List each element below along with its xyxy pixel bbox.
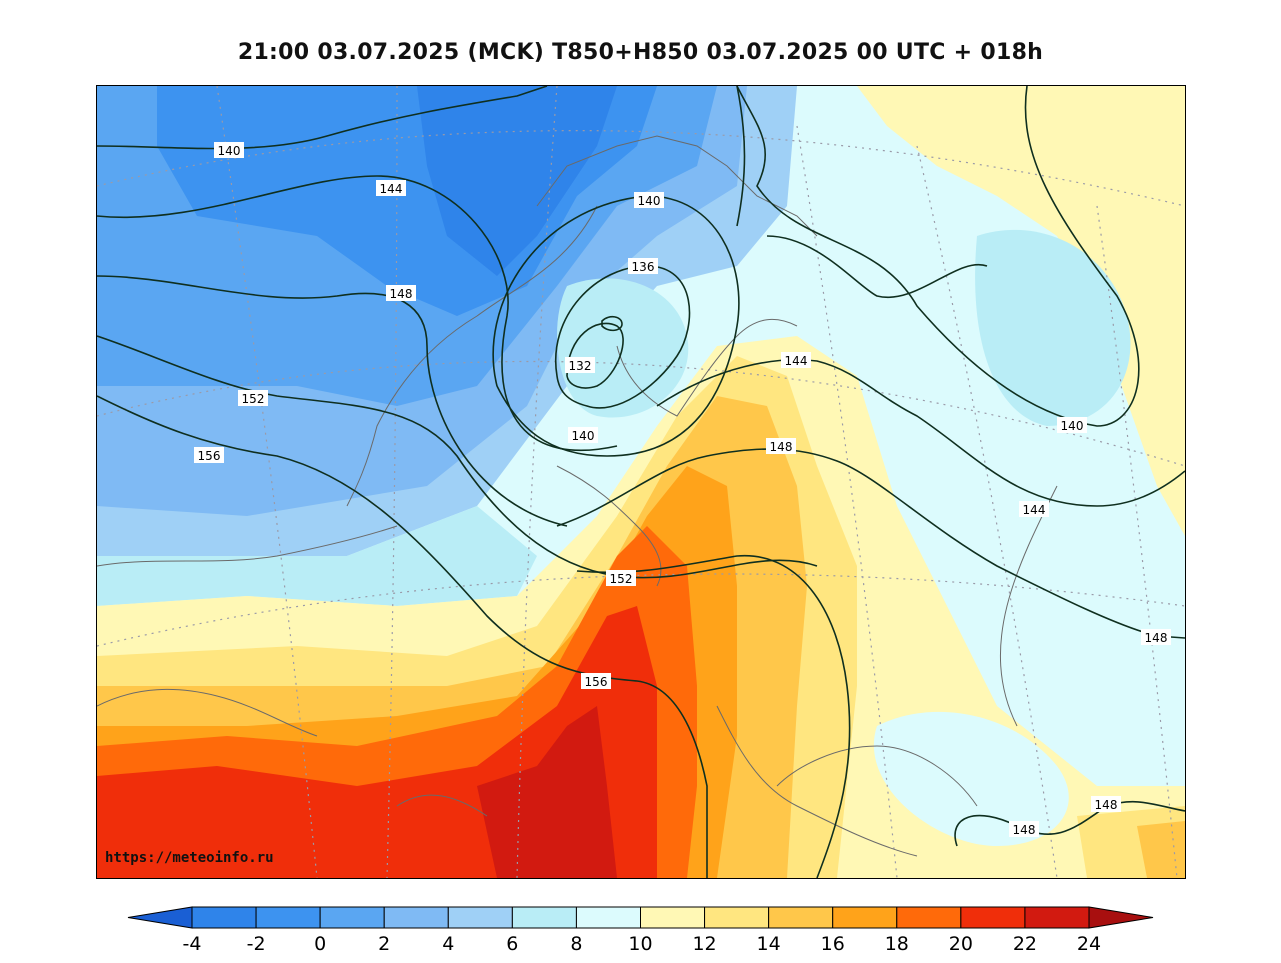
cool-east: [975, 229, 1131, 426]
isoline-label: 148: [390, 287, 413, 301]
isoline-156-w: [97, 395, 708, 878]
colorbar-tick-label: 20: [949, 933, 973, 955]
isoline-140-nw: [97, 86, 548, 150]
colorbar-cell: [704, 906, 770, 929]
isoline-148-se: [954, 800, 1185, 847]
graticule: [97, 86, 1185, 878]
isoline-label: 140: [638, 194, 661, 208]
isoline-label: 144: [380, 182, 403, 196]
isoline-136: [554, 265, 691, 409]
watermark-url: https://meteoinfo.ru: [105, 850, 274, 866]
isoline-152-w: [97, 335, 818, 579]
isoline-label: 156: [585, 675, 608, 689]
map-panel[interactable]: 140 144 148 152 156 140 136 132 140 144 …: [96, 85, 1186, 879]
isoline-label: 140: [1061, 419, 1084, 433]
colorbar: -4 -2 0 2 4 6 8 10 12 14 16 18 20 22 24: [127, 906, 1154, 955]
colorbar-tick-label: 6: [506, 933, 518, 955]
isoline-label: 148: [770, 440, 793, 454]
isoline-label: 148: [1095, 798, 1118, 812]
colorbar-tick-label: 22: [1013, 933, 1037, 955]
cold-core: [417, 86, 617, 276]
isoline-144-c: [736, 86, 1140, 427]
warm-ne: [857, 86, 1185, 536]
isoline-label: 152: [242, 392, 265, 406]
isolines: [97, 86, 1185, 878]
colorbar-over-arrow: [1088, 906, 1154, 929]
colorbar-tick-label: -4: [183, 933, 202, 955]
colorbar-tick-label: 10: [628, 933, 652, 955]
colorbar-cell: [319, 906, 385, 929]
colorbar-cells: [127, 906, 1154, 929]
isoline-148-nw: [97, 275, 568, 527]
colorbar-cell: [768, 906, 834, 929]
colorbar-cell: [832, 906, 898, 929]
isoline-148-c: [556, 86, 1185, 639]
isoline-132-loop: [601, 315, 623, 332]
colorbar-tick-label: 2: [378, 933, 390, 955]
colorbar-tick-label: 16: [821, 933, 845, 955]
colorbar-under-arrow: [127, 906, 193, 929]
colorbar-tick-label: 8: [570, 933, 582, 955]
isoline-140-low: [492, 195, 740, 457]
colorbar-cell: [511, 906, 577, 929]
colorbar-cell: [255, 906, 321, 929]
isoline-label: 148: [1145, 631, 1168, 645]
colorbar-cell: [640, 906, 706, 929]
colorbar-cell: [896, 906, 962, 929]
isoline-132: [566, 322, 624, 389]
isoline-label: 148: [1013, 823, 1036, 837]
colorbar-tick-label: 4: [442, 933, 454, 955]
coastlines: [97, 135, 1058, 857]
warm-24: [477, 706, 617, 878]
colorbar-tick-label: 14: [757, 933, 781, 955]
isoline-label: 140: [218, 144, 241, 158]
cool-se: [873, 711, 1069, 846]
colorbar-tick-label: 0: [314, 933, 326, 955]
isoline-label: 136: [632, 260, 655, 274]
colorbar-tick-label: 18: [885, 933, 909, 955]
temperature-field: 140 144 148 152 156 140 136 132 140 144 …: [97, 86, 1185, 878]
colorbar-tick-label: 24: [1077, 933, 1101, 955]
colorbar-cell: [960, 906, 1026, 929]
isoline-label: 144: [1023, 503, 1046, 517]
colorbar-cell: [1024, 906, 1090, 929]
colorbar-cell: [447, 906, 513, 929]
colorbar-cell: [191, 906, 257, 929]
isoline-label: 132: [569, 359, 592, 373]
isoline-label: 144: [785, 354, 808, 368]
colorbar-cell: [575, 906, 642, 929]
isoline-labels: 140 144 148 152 156 140 136 132 140 144 …: [194, 142, 1171, 837]
colorbar-tick-label: -2: [247, 933, 266, 955]
warm-se-core: [1137, 821, 1185, 878]
isoline-label: 156: [198, 449, 221, 463]
isoline-152-c: [576, 554, 851, 878]
isoline-label: 140: [572, 429, 595, 443]
colorbar-ticks: -4 -2 0 2 4 6 8 10 12 14 16 18 20 22 24: [183, 933, 1102, 955]
map-title: 21:00 03.07.2025 (MCK) T850+H850 03.07.2…: [237, 40, 1044, 65]
isoline-144-m: [656, 359, 1185, 507]
isoline-144-nw: [97, 175, 618, 451]
colorbar-tick-label: 12: [692, 933, 716, 955]
colorbar-cell: [383, 906, 449, 929]
band-8: [97, 506, 537, 606]
isoline-label: 152: [610, 572, 633, 586]
